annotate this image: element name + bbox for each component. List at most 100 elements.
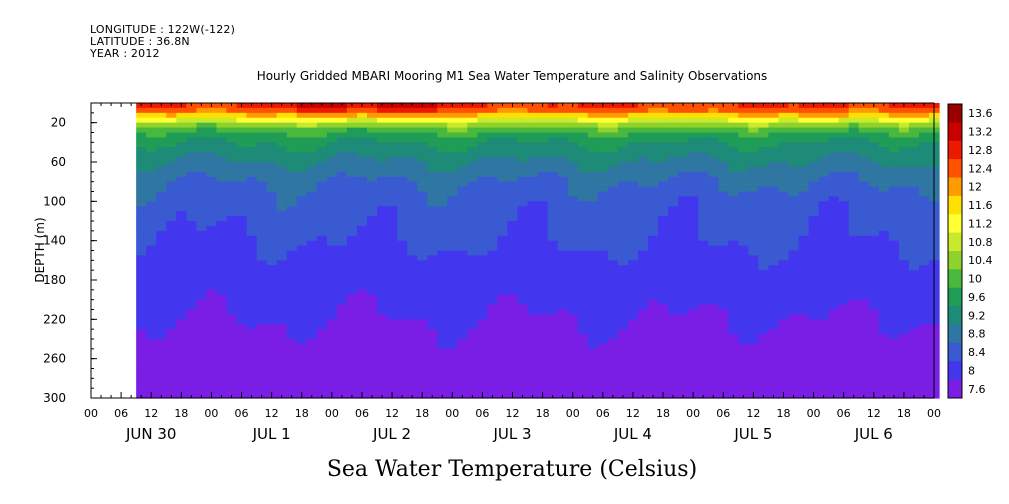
heatmap-cell — [407, 368, 418, 375]
heatmap-cell — [226, 235, 238, 242]
heatmap-cell — [497, 221, 509, 227]
heatmap-cell — [547, 314, 559, 320]
heatmap-cell — [838, 280, 850, 286]
heatmap-cell — [658, 280, 669, 286]
heatmap-cell — [597, 132, 609, 139]
heatmap-cell — [537, 378, 549, 384]
heatmap-cell — [818, 294, 830, 301]
heatmap-cell — [818, 166, 830, 173]
heatmap-cell — [377, 147, 388, 153]
heatmap-cell — [236, 270, 248, 276]
heatmap-cell — [206, 353, 218, 360]
heatmap-cell — [647, 176, 659, 183]
heatmap-cell — [276, 176, 288, 183]
heatmap-cell — [407, 132, 418, 139]
heatmap-cell — [748, 284, 759, 291]
heatmap-cell — [216, 294, 228, 301]
heatmap-cell — [748, 240, 759, 247]
heatmap-cell — [748, 275, 759, 281]
heatmap-cell — [658, 373, 669, 379]
heatmap-cell — [718, 309, 729, 316]
heatmap-cell — [688, 117, 699, 124]
heatmap-cell — [647, 147, 659, 153]
heatmap-cell — [226, 211, 238, 217]
heatmap-cell — [888, 363, 900, 370]
heatmap-cell — [216, 162, 228, 168]
heatmap-cell — [196, 216, 208, 222]
heatmap-cell — [758, 388, 770, 394]
heatmap-cell — [246, 275, 258, 281]
heatmap-cell — [587, 324, 599, 330]
heatmap-cell — [447, 388, 458, 394]
heatmap-cell — [326, 132, 338, 139]
heatmap-cell — [567, 373, 579, 379]
heatmap-cell — [467, 171, 478, 178]
heatmap-cell — [497, 304, 509, 311]
heatmap-cell — [698, 235, 709, 242]
heatmap-cell — [397, 319, 408, 325]
heatmap-cell — [898, 284, 910, 291]
heatmap-cell — [196, 235, 208, 242]
heatmap-cell — [728, 388, 739, 394]
heatmap-cell — [647, 299, 659, 306]
heatmap-cell — [377, 314, 388, 320]
heatmap-cell — [698, 142, 709, 148]
heatmap-cell — [236, 206, 248, 212]
heatmap-cell — [397, 299, 408, 306]
heatmap-cell — [708, 353, 719, 360]
heatmap-cell — [617, 280, 629, 286]
heatmap-cell — [567, 171, 579, 178]
heatmap-cell — [688, 358, 699, 365]
heatmap-cell — [647, 216, 659, 222]
heatmap-cell — [136, 107, 147, 114]
heatmap-cell — [296, 196, 308, 202]
heatmap-cell — [366, 334, 378, 340]
heatmap-cell — [597, 353, 609, 360]
heatmap-cell — [908, 225, 920, 232]
heatmap-cell — [718, 324, 729, 330]
heatmap-cell — [878, 225, 890, 232]
heatmap-cell — [256, 196, 268, 202]
heatmap-cell — [176, 221, 187, 227]
heatmap-cell — [286, 284, 298, 291]
heatmap-cell — [427, 358, 438, 365]
heatmap-cell — [647, 107, 659, 114]
heatmap-cell — [306, 127, 318, 134]
heatmap-cell — [447, 378, 458, 384]
heatmap-cell — [557, 275, 569, 281]
heatmap-cell — [256, 388, 268, 394]
heatmap-cell — [146, 373, 157, 379]
heatmap-cell — [176, 289, 187, 296]
heatmap-cell — [437, 343, 448, 350]
heatmap-cell — [276, 235, 288, 242]
heatmap-cell — [246, 314, 258, 320]
heatmap-cell — [336, 117, 348, 124]
heatmap-cell — [256, 339, 268, 345]
heatmap-cell — [668, 363, 679, 370]
heatmap-cell — [156, 299, 167, 306]
heatmap-cell — [848, 373, 860, 379]
heatmap-cell — [176, 225, 187, 232]
heatmap-cell — [798, 294, 810, 301]
heatmap-cell — [758, 250, 770, 257]
heatmap-cell — [728, 329, 739, 335]
heatmap-cell — [236, 142, 248, 148]
heatmap-cell — [698, 216, 709, 222]
heatmap-cell — [738, 284, 749, 291]
heatmap-cell — [718, 368, 729, 375]
heatmap-cell — [738, 221, 749, 227]
heatmap-cell — [718, 383, 729, 389]
heatmap-cell — [658, 186, 669, 193]
heatmap-cell — [557, 186, 569, 193]
heatmap-cell — [798, 299, 810, 306]
heatmap-cell — [266, 240, 278, 247]
heatmap-cell — [356, 339, 368, 345]
heatmap-cell — [637, 137, 649, 143]
heatmap-cell — [587, 299, 599, 306]
heatmap-cell — [296, 334, 308, 340]
heatmap-cell — [607, 294, 619, 301]
heatmap-cell — [658, 348, 669, 355]
heatmap-cell — [788, 186, 800, 193]
heatmap-cell — [146, 284, 157, 291]
heatmap-cell — [316, 211, 328, 217]
